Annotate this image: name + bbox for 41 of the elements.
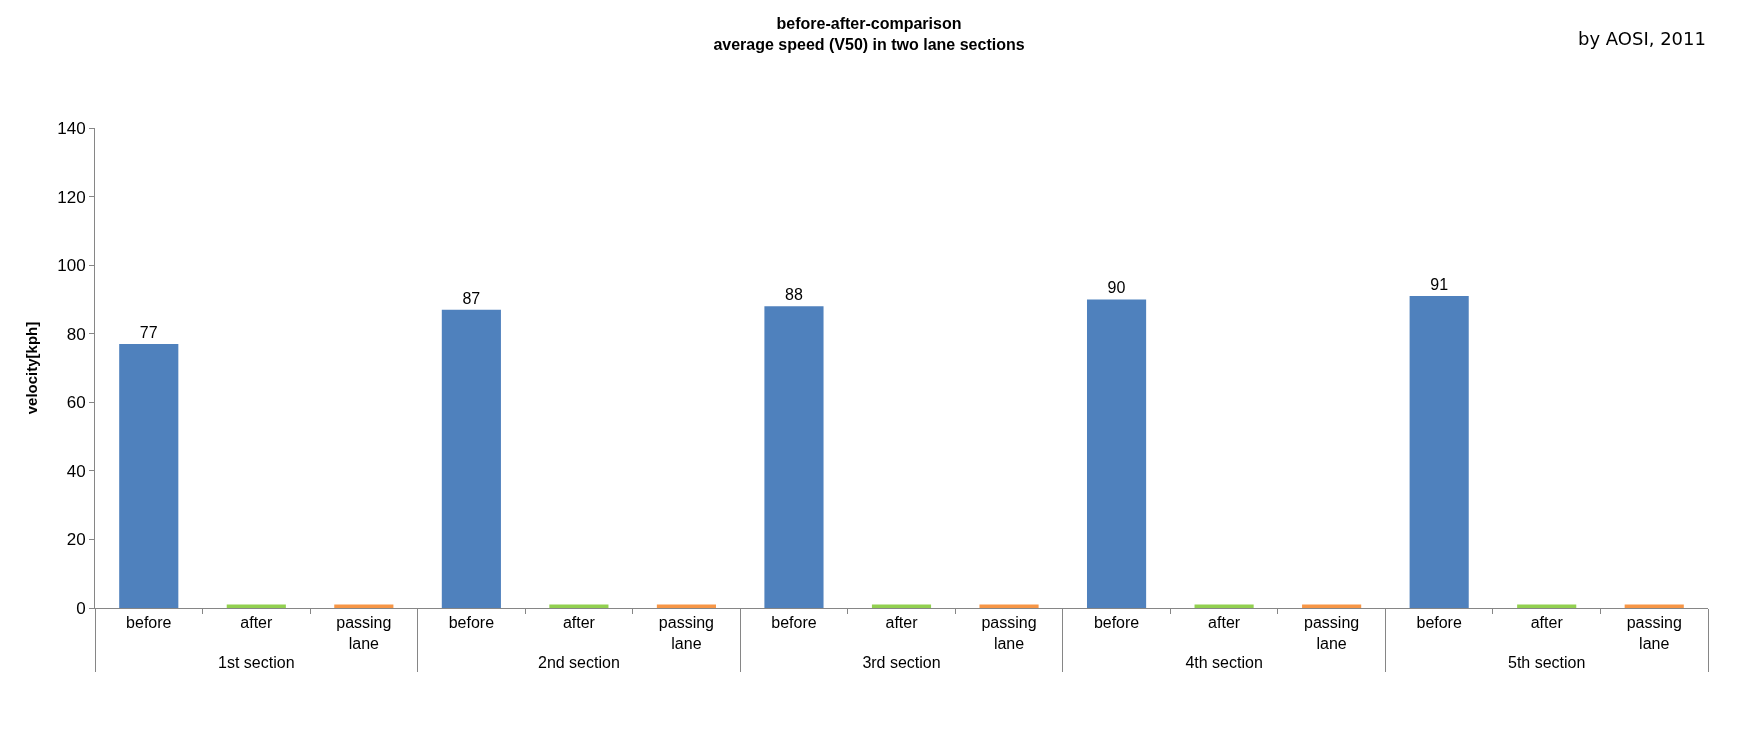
x-tick-label: 1st section: [218, 654, 295, 671]
x-tick-label: 3rd section: [862, 654, 941, 671]
series-label: after: [240, 614, 273, 632]
x-tick-label: 4th section: [1185, 654, 1263, 671]
data-label: 88: [785, 286, 803, 304]
y-tick-label: 100: [57, 256, 86, 276]
y-tick-label: 20: [66, 530, 86, 550]
data-label: 90: [1107, 279, 1126, 297]
data-label: 77: [139, 324, 158, 341]
text: after: [562, 614, 595, 632]
text: passing lane: [658, 614, 715, 652]
y-tick-label: 60: [66, 393, 86, 413]
series-label: passing lane: [336, 614, 392, 652]
text: after: [1208, 614, 1241, 632]
y-tick-label: 0: [76, 598, 86, 618]
y-tick-label: 40: [66, 461, 86, 481]
text: passing lane: [1626, 614, 1682, 652]
bar: [441, 309, 501, 608]
x-tick-label: 2nd section: [537, 654, 620, 671]
bar: [119, 344, 179, 608]
text: after: [1530, 614, 1563, 632]
x-tick-label: 5th section: [1508, 654, 1586, 671]
text: passing lane: [1304, 614, 1360, 652]
y-axis-title: velocity[kph]: [23, 321, 41, 415]
text: after: [885, 614, 918, 632]
chart-title: before-after-comparison average speed (V50) in two lane sections: [713, 15, 1025, 54]
text: before: [448, 614, 495, 632]
y-tick-label: 80: [66, 324, 86, 344]
bar: [1086, 299, 1147, 608]
series-label: before: [126, 614, 172, 632]
data-label: 91: [1430, 276, 1449, 293]
data-label: 87: [462, 289, 481, 307]
text: before: [1416, 614, 1462, 632]
text: before: [1093, 614, 1140, 632]
y-tick-label: 120: [57, 187, 86, 207]
bar: [1409, 296, 1469, 608]
text: by AOSI, 2011: [1578, 28, 1706, 49]
text: passing lane: [981, 614, 1037, 652]
bar: [764, 306, 824, 608]
y-tick-label: 140: [57, 118, 86, 138]
text: before: [771, 614, 817, 632]
